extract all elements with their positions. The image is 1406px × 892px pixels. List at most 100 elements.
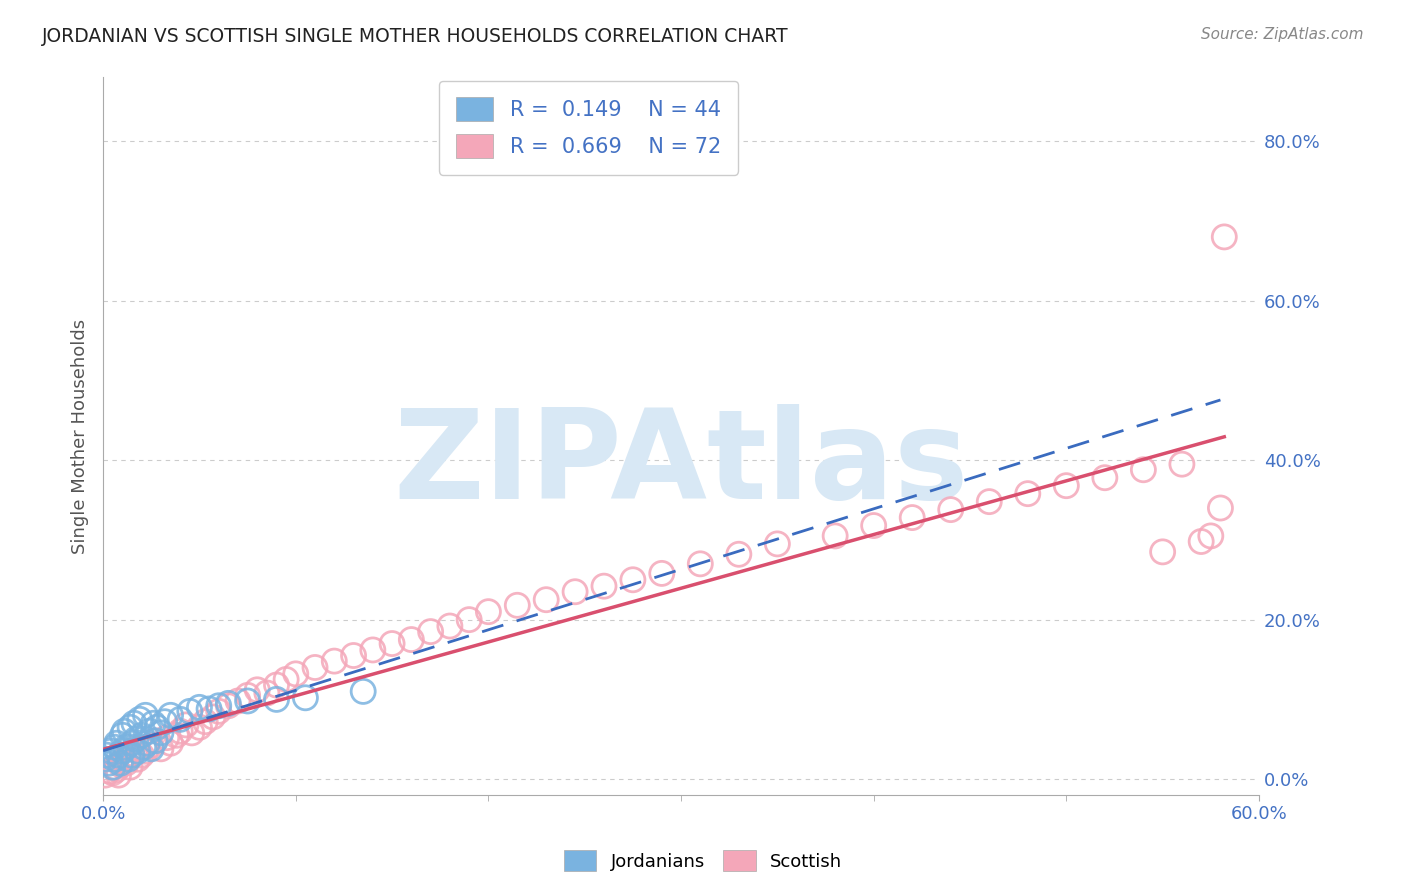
Point xyxy=(381,636,404,650)
Point xyxy=(127,752,149,766)
Point xyxy=(112,724,135,739)
Point xyxy=(121,736,143,750)
Point xyxy=(110,756,132,771)
Point xyxy=(727,547,749,561)
Point xyxy=(188,720,211,734)
Point xyxy=(901,510,924,524)
Legend: Jordanians, Scottish: Jordanians, Scottish xyxy=(557,843,849,879)
Point xyxy=(107,748,129,763)
Point xyxy=(141,741,163,756)
Point xyxy=(266,692,288,706)
Point xyxy=(208,698,231,713)
Point xyxy=(107,768,129,782)
Point xyxy=(1209,501,1232,516)
Point xyxy=(439,619,461,633)
Point xyxy=(94,768,117,782)
Point xyxy=(153,714,176,729)
Point xyxy=(131,728,153,742)
Point xyxy=(105,736,128,750)
Point xyxy=(180,726,202,740)
Point xyxy=(323,654,346,668)
Point xyxy=(110,757,132,772)
Point xyxy=(101,760,124,774)
Point xyxy=(117,749,139,764)
Point xyxy=(266,678,288,692)
Point xyxy=(208,704,231,718)
Point xyxy=(101,765,124,780)
Point xyxy=(236,689,259,703)
Point xyxy=(506,599,529,613)
Point xyxy=(862,518,884,533)
Point xyxy=(824,529,846,543)
Point xyxy=(159,708,181,723)
Point xyxy=(149,741,172,756)
Point xyxy=(1171,457,1194,471)
Point xyxy=(361,643,384,657)
Point xyxy=(138,724,160,739)
Point xyxy=(134,708,156,723)
Point xyxy=(159,736,181,750)
Point xyxy=(104,760,127,774)
Point xyxy=(621,573,644,587)
Point xyxy=(97,756,120,771)
Point xyxy=(246,682,269,697)
Point xyxy=(477,605,499,619)
Point xyxy=(1054,478,1077,492)
Point xyxy=(120,720,142,734)
Point xyxy=(127,744,149,758)
Point xyxy=(236,694,259,708)
Point xyxy=(141,739,163,753)
Text: JORDANIAN VS SCOTTISH SINGLE MOTHER HOUSEHOLDS CORRELATION CHART: JORDANIAN VS SCOTTISH SINGLE MOTHER HOUS… xyxy=(42,27,789,45)
Point xyxy=(217,697,239,711)
Point xyxy=(179,704,201,718)
Point xyxy=(352,684,374,698)
Point xyxy=(188,700,211,714)
Point xyxy=(458,613,481,627)
Point xyxy=(117,752,139,766)
Point xyxy=(104,740,127,755)
Point xyxy=(112,752,135,766)
Point xyxy=(97,764,120,779)
Point xyxy=(1094,471,1116,485)
Point xyxy=(122,716,145,731)
Point xyxy=(134,744,156,758)
Text: ZIPAtlas: ZIPAtlas xyxy=(394,404,969,525)
Point xyxy=(226,694,249,708)
Point xyxy=(979,494,1001,508)
Point xyxy=(276,673,298,687)
Point xyxy=(593,579,616,593)
Text: Source: ZipAtlas.com: Source: ZipAtlas.com xyxy=(1201,27,1364,42)
Point xyxy=(143,734,166,748)
Point xyxy=(1189,534,1212,549)
Point xyxy=(111,744,134,758)
Point xyxy=(169,724,191,739)
Y-axis label: Single Mother Households: Single Mother Households xyxy=(72,318,89,554)
Point xyxy=(132,740,155,755)
Point xyxy=(689,557,711,571)
Point xyxy=(284,666,307,681)
Point xyxy=(174,718,197,732)
Point xyxy=(1017,486,1039,500)
Point xyxy=(111,728,134,742)
Point xyxy=(94,752,117,766)
Point xyxy=(401,632,423,647)
Point xyxy=(149,726,172,740)
Point xyxy=(198,702,221,716)
Point xyxy=(105,763,128,777)
Point xyxy=(146,720,169,734)
Point xyxy=(125,732,148,747)
Point xyxy=(194,714,217,729)
Point xyxy=(342,648,364,663)
Legend: R =  0.149    N = 44, R =  0.669    N = 72: R = 0.149 N = 44, R = 0.669 N = 72 xyxy=(439,80,738,175)
Point xyxy=(115,740,138,755)
Point xyxy=(125,741,148,756)
Point xyxy=(1152,545,1174,559)
Point xyxy=(564,584,586,599)
Point xyxy=(419,624,441,639)
Point xyxy=(100,744,122,758)
Point xyxy=(111,755,134,769)
Point xyxy=(169,712,191,726)
Point xyxy=(201,710,224,724)
Point xyxy=(1213,230,1236,244)
Point xyxy=(651,566,673,581)
